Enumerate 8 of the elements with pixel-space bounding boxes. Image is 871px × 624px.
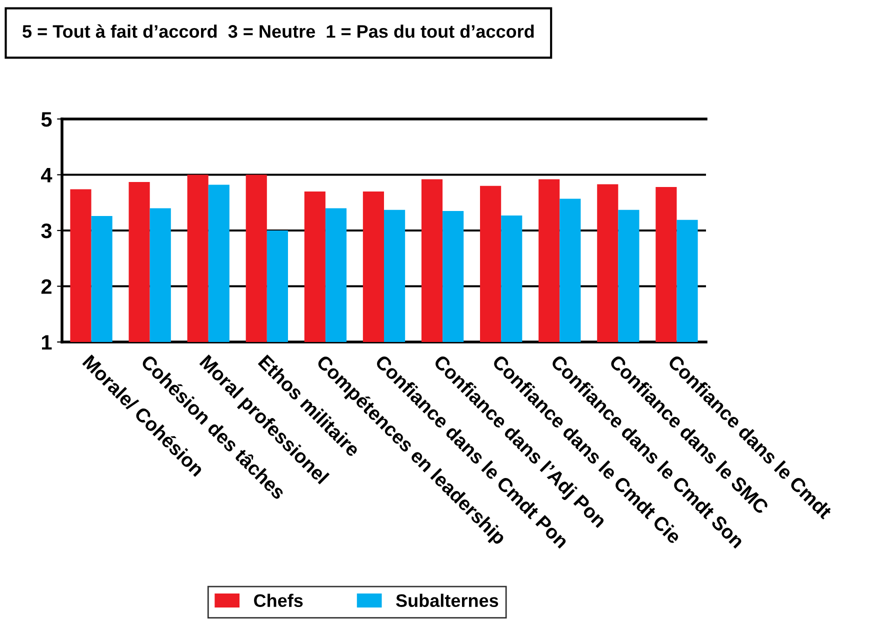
legend-label: Subalternes xyxy=(396,594,498,608)
y-tick-label: 4 xyxy=(41,168,52,182)
y-tick-label: 3 xyxy=(41,224,52,238)
legend-label: Chefs xyxy=(254,594,303,608)
y-tick-label: 5 xyxy=(41,112,52,127)
y-tick-label: 1 xyxy=(42,335,52,350)
y-tick-label: 2 xyxy=(41,279,52,294)
text: 5 = Tout à fait d’accord 3 = Neutre 1 = Pas du tout d’accord xyxy=(22,24,534,38)
